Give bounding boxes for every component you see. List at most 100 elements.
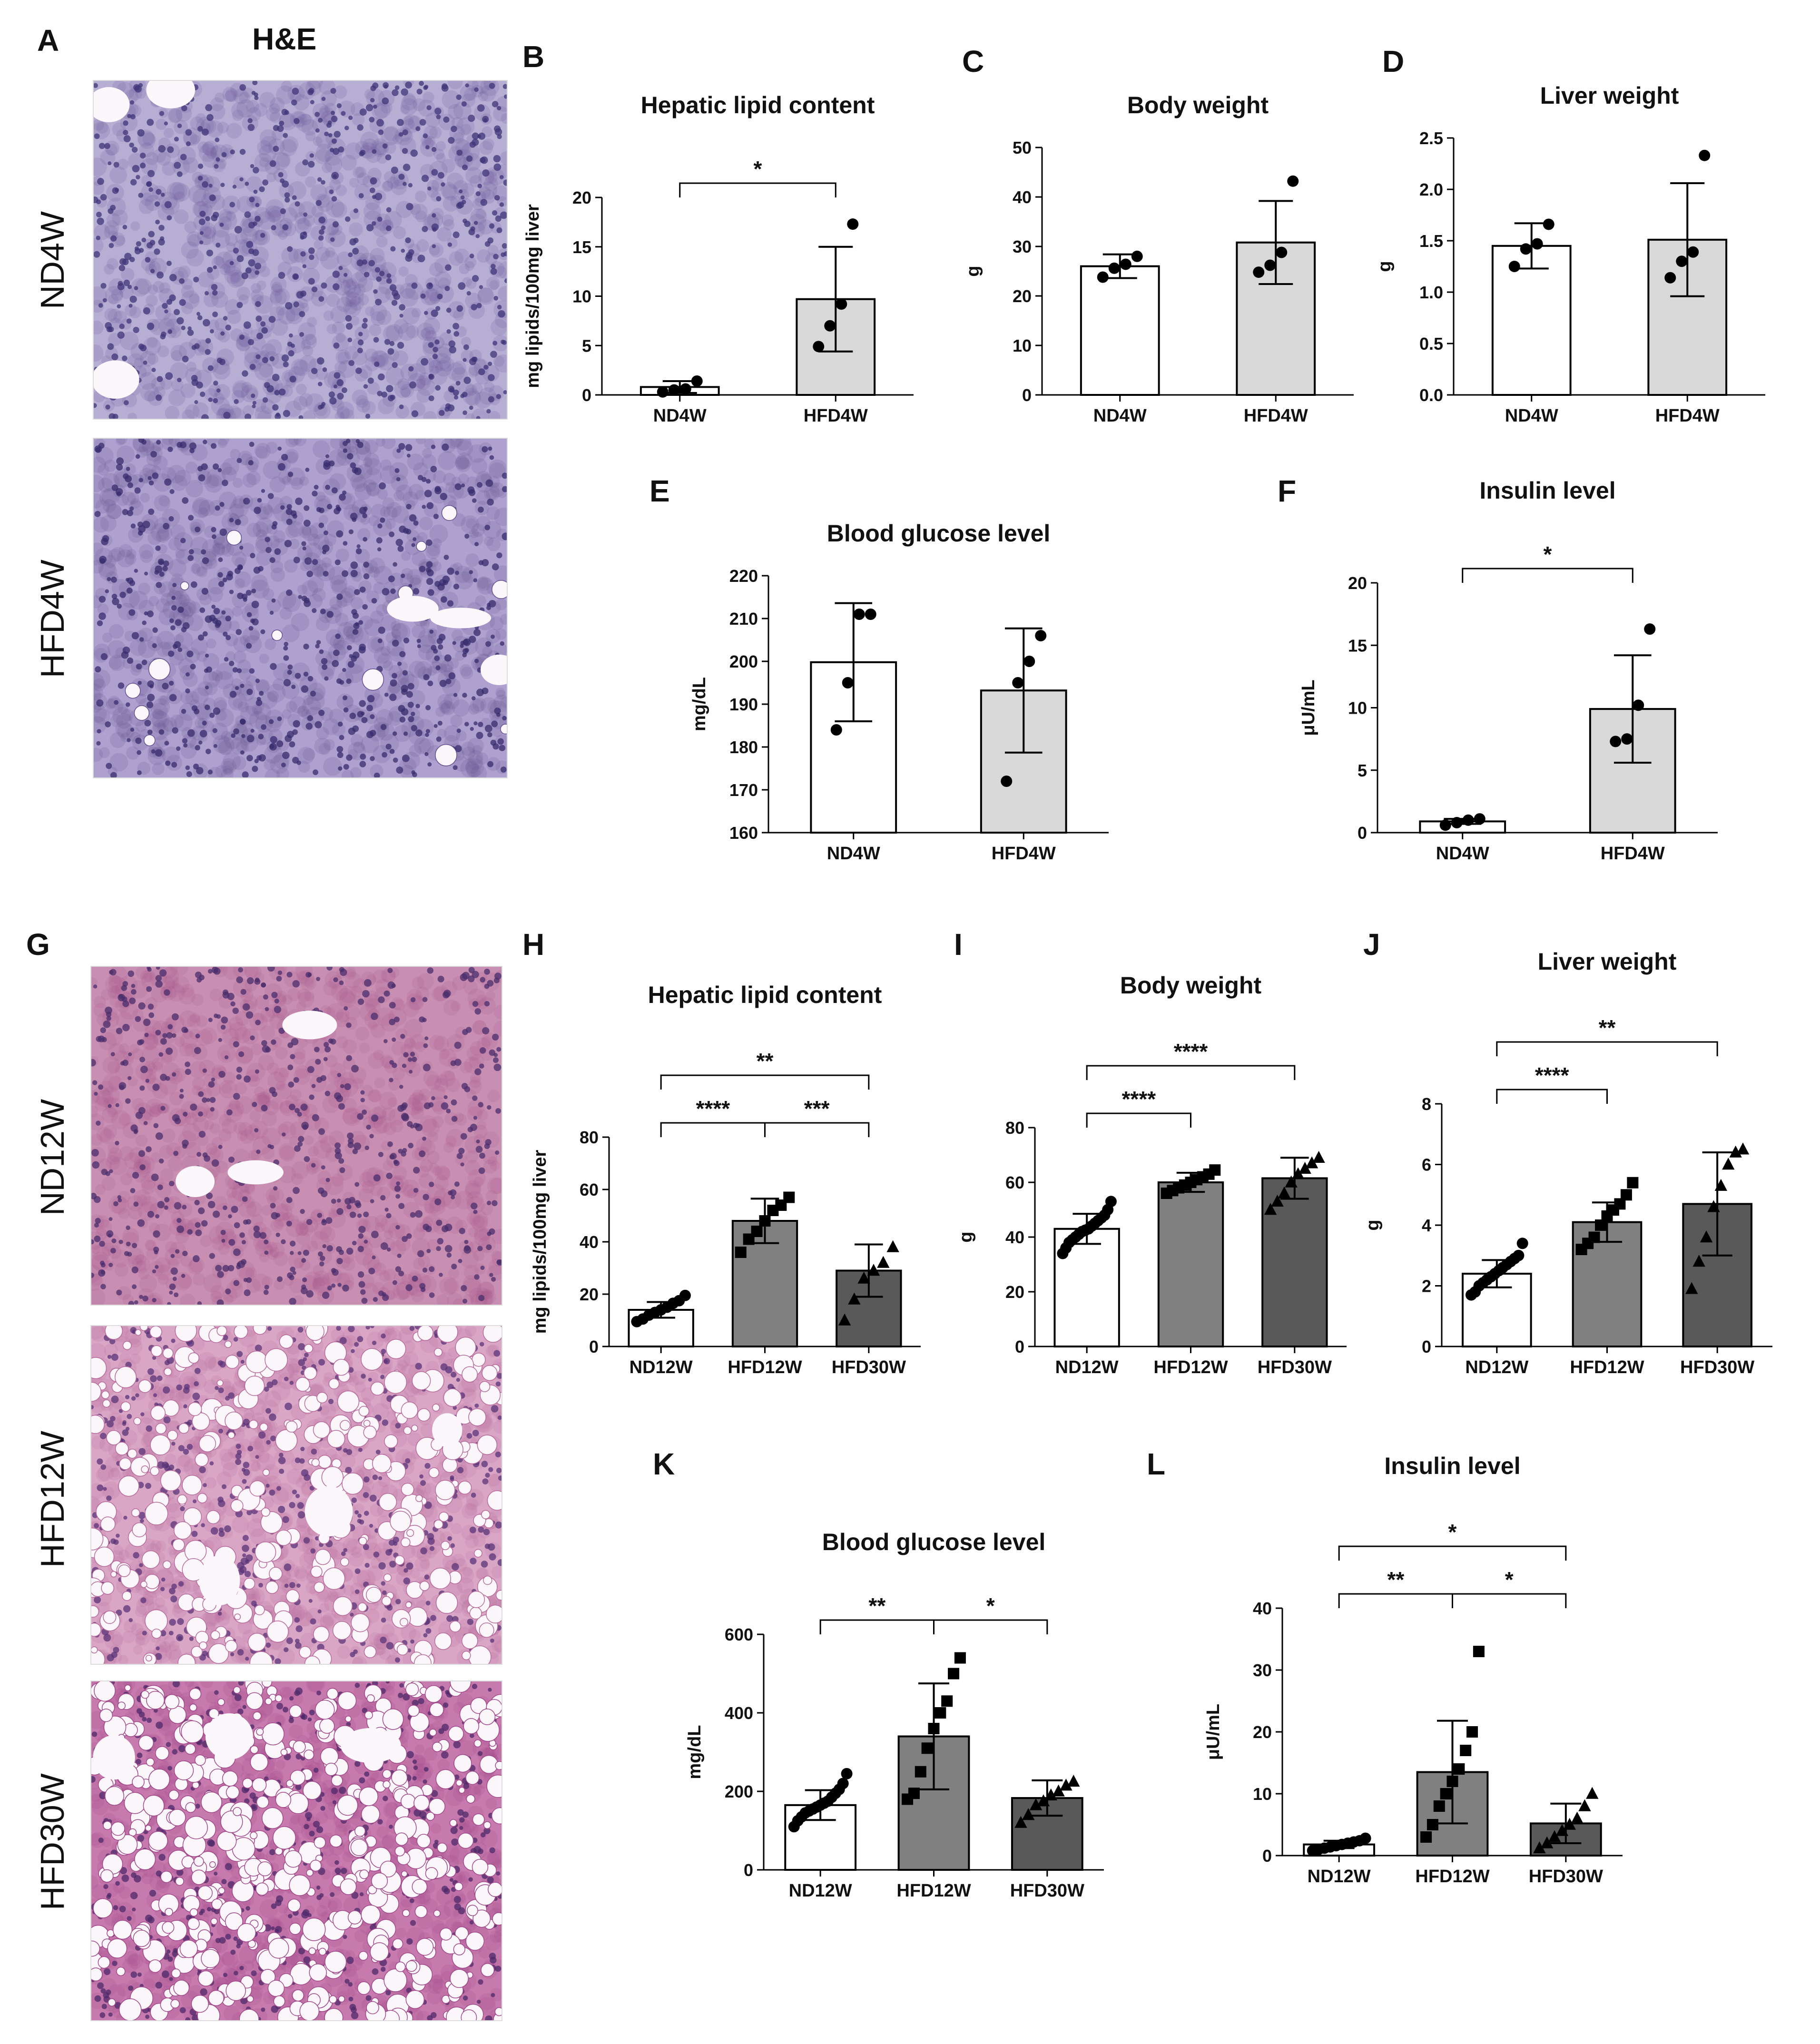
- nucleus: [148, 480, 154, 486]
- hepatocyte: [231, 102, 248, 119]
- hepatocyte: [296, 706, 308, 717]
- nucleus: [416, 639, 421, 643]
- hepatocyte: [252, 521, 269, 538]
- nucleus: [485, 641, 491, 647]
- hepatocyte: [466, 1191, 484, 1209]
- hepatocyte: [221, 1119, 237, 1134]
- hepatocyte: [167, 1156, 183, 1172]
- hepatocyte: [444, 1112, 458, 1126]
- nucleus: [253, 1225, 260, 1232]
- hepatocyte: [319, 105, 331, 117]
- hepatocyte: [119, 1146, 134, 1161]
- nucleus: [285, 302, 293, 310]
- nucleus: [458, 1258, 462, 1263]
- hepatocyte: [101, 1481, 120, 1500]
- hepatocyte: [211, 230, 230, 249]
- nucleus: [386, 273, 392, 278]
- nucleus: [91, 1192, 97, 1199]
- nucleus: [437, 294, 443, 300]
- micrograph-hfd4w: [93, 438, 508, 778]
- nucleus: [436, 114, 441, 119]
- nucleus: [127, 1252, 132, 1257]
- hepatocyte: [407, 1278, 426, 1297]
- nucleus: [286, 972, 293, 978]
- nucleus: [321, 225, 326, 230]
- nucleus: [288, 333, 293, 338]
- hepatocyte: [253, 1435, 272, 1454]
- nucleus: [267, 1144, 272, 1149]
- hepatocyte: [97, 1158, 112, 1173]
- hepatocyte: [135, 1254, 147, 1266]
- hepatocyte: [94, 181, 105, 195]
- hepatocyte: [109, 657, 122, 670]
- nucleus: [292, 88, 299, 95]
- hepatocyte: [223, 967, 241, 980]
- hepatocyte: [252, 336, 266, 351]
- nucleus: [321, 1165, 325, 1170]
- nucleus: [415, 126, 421, 131]
- nucleus: [239, 545, 244, 550]
- nucleus: [492, 210, 498, 216]
- hepatocyte: [358, 1188, 374, 1203]
- nucleus: [437, 172, 444, 179]
- hepatocyte: [314, 737, 331, 755]
- hepatocyte: [324, 533, 336, 547]
- hepatocyte: [238, 294, 249, 305]
- nucleus: [376, 537, 383, 544]
- hepatocyte: [445, 1135, 457, 1147]
- hepatocyte: [345, 634, 355, 645]
- nucleus: [307, 715, 314, 721]
- nucleus: [245, 267, 252, 274]
- hepatocyte: [151, 985, 168, 1003]
- hepatocyte: [318, 743, 331, 755]
- nucleus: [468, 228, 475, 236]
- nucleus: [126, 587, 133, 594]
- hepatocyte: [206, 1146, 224, 1164]
- hepatocyte: [267, 1249, 278, 1260]
- nucleus: [144, 611, 148, 616]
- nucleus: [129, 100, 135, 105]
- nucleus: [96, 741, 101, 746]
- hepatocyte: [179, 1042, 193, 1057]
- nucleus: [368, 1268, 375, 1275]
- hepatocyte: [343, 1107, 362, 1126]
- nucleus: [428, 395, 434, 402]
- nucleus: [169, 274, 177, 282]
- hepatocyte: [94, 157, 107, 177]
- hepatocyte: [367, 1021, 377, 1031]
- nucleus: [274, 390, 280, 395]
- nucleus: [431, 147, 437, 152]
- nucleus: [171, 762, 177, 768]
- nucleus: [236, 668, 242, 673]
- hepatocyte: [277, 1123, 289, 1136]
- hepatocyte: [127, 1248, 144, 1265]
- hepatocyte: [256, 529, 267, 540]
- nucleus: [378, 129, 384, 135]
- hepatocyte: [236, 1045, 254, 1063]
- nucleus: [478, 1167, 485, 1174]
- nucleus: [160, 1038, 167, 1045]
- hepatocyte: [476, 752, 489, 765]
- hepatocyte: [374, 1222, 385, 1233]
- nucleus: [268, 719, 274, 724]
- hepatocyte: [353, 978, 368, 993]
- hepatocyte: [251, 1511, 264, 1523]
- hepatocyte: [225, 233, 238, 246]
- nucleus: [110, 1248, 116, 1254]
- hepatocyte: [471, 1214, 488, 1232]
- nucleus: [323, 530, 328, 536]
- nucleus: [417, 255, 425, 263]
- nucleus: [318, 522, 325, 528]
- nucleus: [152, 643, 157, 649]
- hepatocyte: [349, 177, 359, 188]
- nucleus: [213, 398, 218, 403]
- nucleus: [339, 967, 344, 973]
- nucleus: [197, 1152, 202, 1157]
- nucleus: [196, 312, 200, 316]
- nucleus: [312, 608, 317, 613]
- nucleus: [177, 1218, 182, 1223]
- nucleus: [283, 133, 288, 138]
- nucleus: [499, 202, 504, 207]
- nucleus: [434, 486, 441, 492]
- nucleus: [215, 622, 220, 628]
